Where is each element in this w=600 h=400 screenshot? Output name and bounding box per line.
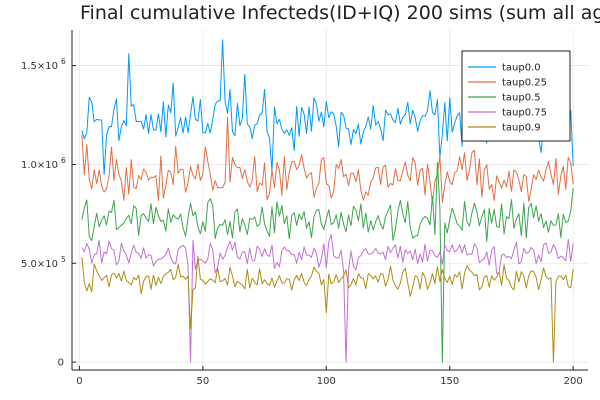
series-line-taup0.25	[81, 116, 574, 204]
axes	[71, 30, 588, 371]
y-tick-label-0: 0	[58, 358, 64, 369]
series-lines	[81, 39, 574, 363]
series-line-taup0.5	[81, 161, 574, 363]
y-tick-exponent-1: 5	[61, 255, 66, 264]
x-tick-label-2: 100	[317, 376, 336, 387]
legend: taup0.0 taup0.25 taup0.5 taup0.75 taup0.9	[461, 50, 571, 142]
legend-label-3: taup0.75	[502, 108, 547, 119]
x-tick-label-4: 200	[564, 376, 583, 387]
y-tick-label-1: 5.0×10	[21, 259, 58, 270]
y-tick-label-3: 1.5×10	[21, 61, 58, 72]
legend-label-0: taup0.0	[502, 63, 541, 74]
y-tick-labels: 05.0×10 51.0×10 61.5×10 6	[21, 57, 76, 369]
legend-label-1: taup0.25	[502, 78, 547, 89]
chart-title: Final cumulative Infecteds(ID+IQ) 200 si…	[80, 2, 600, 24]
y-tick-label-2: 1.0×10	[21, 160, 58, 171]
legend-label-2: taup0.5	[502, 93, 541, 104]
legend-box	[461, 50, 571, 142]
y-tick-exponent-3: 6	[61, 57, 66, 66]
x-tick-label-0: 0	[76, 376, 82, 387]
x-tick-label-1: 50	[196, 376, 209, 387]
x-tick-label-3: 150	[440, 376, 459, 387]
y-tick-exponent-2: 6	[61, 156, 66, 165]
x-tick-labels: 0 50 100 150 200	[76, 366, 583, 387]
series-line-taup0.9	[81, 255, 574, 363]
legend-label-4: taup0.9	[502, 123, 541, 134]
series-line-taup0.75	[81, 234, 574, 363]
